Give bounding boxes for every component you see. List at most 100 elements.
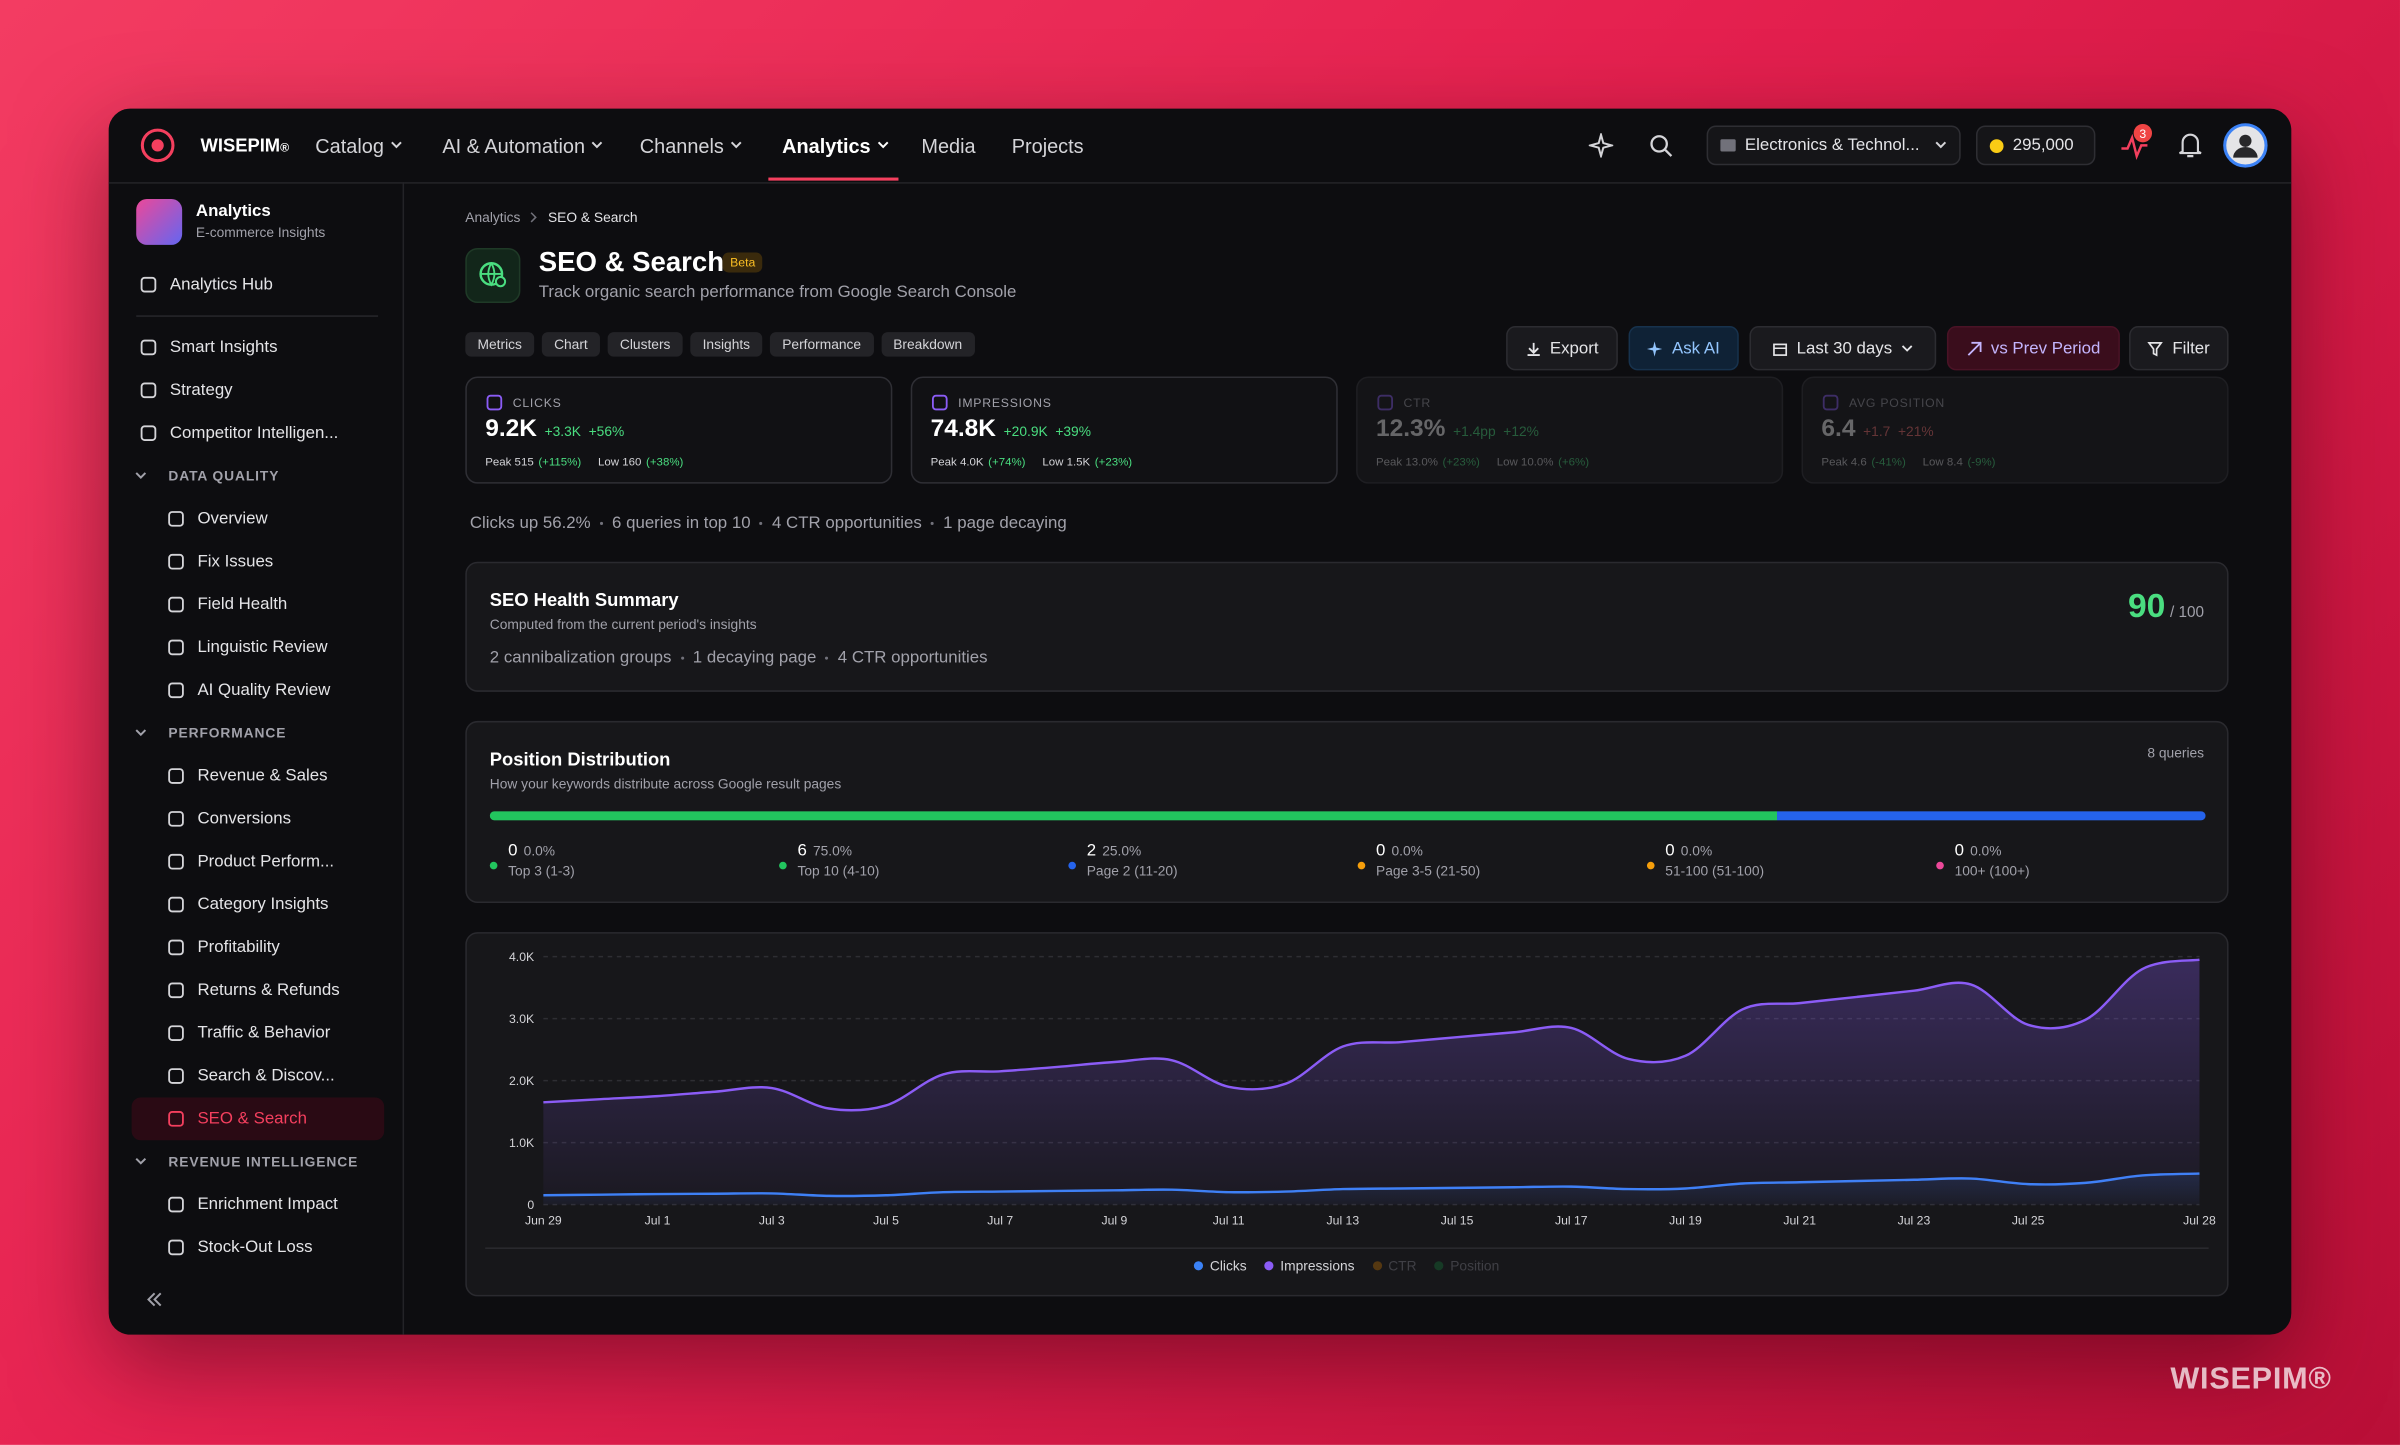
separator bbox=[930, 522, 935, 526]
sidebar-item[interactable]: SEO & Search bbox=[131, 1097, 385, 1141]
sidebar-item[interactable]: Profitability bbox=[109, 926, 403, 969]
sidebar-item[interactable]: Competitor Intelligen... bbox=[109, 412, 403, 455]
legend-item[interactable]: CTR bbox=[1372, 1258, 1417, 1273]
sidebar-item[interactable]: Returns & Refunds bbox=[109, 969, 403, 1012]
sidebar-item[interactable]: Conversions bbox=[109, 797, 403, 840]
icon bbox=[168, 768, 184, 784]
legend-item[interactable]: Position bbox=[1434, 1258, 1499, 1273]
item-label: Stock-Out Loss bbox=[197, 1238, 313, 1257]
icon bbox=[168, 511, 184, 527]
filter-button[interactable]: Filter bbox=[2129, 326, 2229, 371]
tab[interactable]: Insights bbox=[690, 332, 763, 357]
separator bbox=[680, 656, 684, 660]
collapse-button[interactable] bbox=[145, 1290, 163, 1308]
x-tick-label: Jul 15 bbox=[1441, 1213, 1474, 1227]
page-title: SEO & Search bbox=[538, 246, 725, 278]
kpi-label-row: CLICKS bbox=[485, 393, 561, 411]
nav-item[interactable]: Analytics bbox=[782, 133, 889, 157]
tab[interactable]: Metrics bbox=[465, 332, 535, 357]
app-window: WISEPIM® Electronics & Technol... 295,00… bbox=[108, 108, 2292, 1335]
kpi-card: IMPRESSIONS 74.8K +20.9K +39% Peak 4.0K (+74%… bbox=[910, 376, 1338, 484]
nav-item[interactable]: Media bbox=[921, 133, 975, 157]
section-header[interactable]: REVENUE INTELLIGENCE bbox=[109, 1140, 403, 1183]
sidebar-item[interactable]: Field Health bbox=[109, 583, 403, 626]
sidebar-item[interactable]: Search & Discov... bbox=[109, 1055, 403, 1098]
sidebar-item[interactable]: Smart Insights bbox=[109, 326, 403, 369]
icon bbox=[931, 394, 948, 411]
nav-item[interactable]: AI & Automation bbox=[442, 133, 603, 157]
sidebar-item[interactable]: Strategy bbox=[109, 369, 403, 412]
tab[interactable]: Performance bbox=[769, 332, 874, 357]
sidebar-item[interactable]: Linguistic Review bbox=[109, 626, 403, 669]
icon bbox=[168, 811, 184, 827]
sidebar-item[interactable]: Analytics Hub bbox=[109, 263, 403, 306]
workspace-select[interactable]: Electronics & Technol... bbox=[1706, 125, 1961, 166]
chevron-path bbox=[135, 729, 147, 737]
low-change: (+23%) bbox=[1094, 454, 1133, 469]
section-header[interactable]: PERFORMANCE bbox=[109, 712, 403, 755]
sidebar-item[interactable]: AI Quality Review bbox=[109, 669, 403, 712]
kpi-delta: +1.7 bbox=[1863, 423, 1891, 440]
kpi-label: CLICKS bbox=[512, 395, 562, 410]
export-button[interactable]: Export bbox=[1506, 326, 1618, 371]
crumb[interactable]: Analytics bbox=[465, 209, 521, 225]
sidebar-item[interactable]: Stock-Out Loss bbox=[109, 1226, 403, 1269]
card-subtitle: Computed from the current period's insig… bbox=[489, 616, 757, 633]
ai-icon[interactable] bbox=[1588, 133, 1614, 158]
kpi-pct: +56% bbox=[588, 423, 625, 440]
tab[interactable]: Chart bbox=[541, 332, 601, 357]
bell-icon[interactable] bbox=[2178, 132, 2202, 160]
legend-item[interactable]: Impressions bbox=[1264, 1258, 1355, 1273]
legend-swatch bbox=[1372, 1261, 1383, 1271]
coin-icon bbox=[1989, 138, 2004, 153]
kpi-delta: +1.4pp bbox=[1453, 423, 1496, 440]
kpi-pct: +39% bbox=[1055, 423, 1091, 440]
nav-label: AI & Automation bbox=[442, 133, 586, 157]
nav-item[interactable]: Channels bbox=[640, 133, 742, 157]
brand-name: WISEPIM bbox=[200, 134, 281, 157]
score-max: / 100 bbox=[2170, 604, 2205, 622]
summary-item: 4 CTR opportunities bbox=[772, 514, 922, 533]
sidebar-item[interactable]: Overview bbox=[109, 497, 403, 540]
search-icon[interactable] bbox=[1648, 133, 1673, 157]
sidebar-item[interactable]: Revenue & Sales bbox=[109, 755, 403, 798]
brand[interactable]: WISEPIM® bbox=[201, 135, 290, 156]
summary-item: 1 decaying page bbox=[692, 648, 817, 668]
section-header[interactable]: DATA QUALITY bbox=[109, 455, 403, 498]
bucket-count: 6 bbox=[797, 841, 807, 861]
icon bbox=[140, 425, 157, 441]
top-nav: WISEPIM® Electronics & Technol... 295,00… bbox=[108, 109, 2292, 184]
icon bbox=[168, 982, 184, 999]
chevron bbox=[1935, 141, 1947, 149]
tab[interactable]: Clusters bbox=[607, 332, 683, 357]
peak-change: (+115%) bbox=[538, 454, 582, 469]
bucket-values: 0 0.0% bbox=[1665, 842, 1712, 860]
activity-icon[interactable] bbox=[2120, 130, 2151, 161]
query-count: 8 queries bbox=[2147, 745, 2205, 761]
compare-button[interactable]: vs Prev Period bbox=[1946, 326, 2120, 371]
item-label: AI Quality Review bbox=[197, 681, 331, 700]
nav-item[interactable]: Catalog bbox=[315, 133, 402, 157]
x-tick-label: Jul 23 bbox=[1898, 1213, 1931, 1227]
bucket-label: Top 10 (4-10) bbox=[797, 863, 880, 879]
sidebar-item[interactable]: Fix Issues bbox=[109, 540, 403, 583]
button-label: Ask AI bbox=[1672, 339, 1720, 358]
sidebar-item[interactable]: Category Insights bbox=[109, 883, 403, 926]
kpi-value-row: 74.8K +20.9K +39% bbox=[931, 416, 1091, 444]
crumb: SEO & Search bbox=[547, 209, 638, 225]
sidebar-item[interactable]: Product Perform... bbox=[109, 840, 403, 883]
ask-ai-button[interactable]: Ask AI bbox=[1628, 326, 1739, 371]
sparkle-icon bbox=[1647, 340, 1663, 356]
sidebar-item[interactable]: Traffic & Behavior bbox=[109, 1012, 403, 1055]
tab[interactable]: Breakdown bbox=[881, 332, 975, 357]
kpi-card: CTR 12.3% +1.4pp +12% Peak 13.0% (+23%) Low 10… bbox=[1356, 376, 1784, 484]
nav-item[interactable]: Projects bbox=[1012, 133, 1084, 157]
credits[interactable]: 295,000 bbox=[1976, 125, 2096, 166]
kpi-label: AVG POSITION bbox=[1848, 395, 1946, 410]
bucket-count: 0 bbox=[1665, 841, 1675, 861]
date-range-button[interactable]: Last 30 days bbox=[1749, 326, 1937, 371]
legend-item[interactable]: Clicks bbox=[1194, 1258, 1247, 1273]
icon-shape bbox=[1822, 394, 1839, 411]
sidebar-item[interactable]: Enrichment Impact bbox=[109, 1183, 403, 1226]
avatar[interactable] bbox=[2222, 122, 2268, 168]
